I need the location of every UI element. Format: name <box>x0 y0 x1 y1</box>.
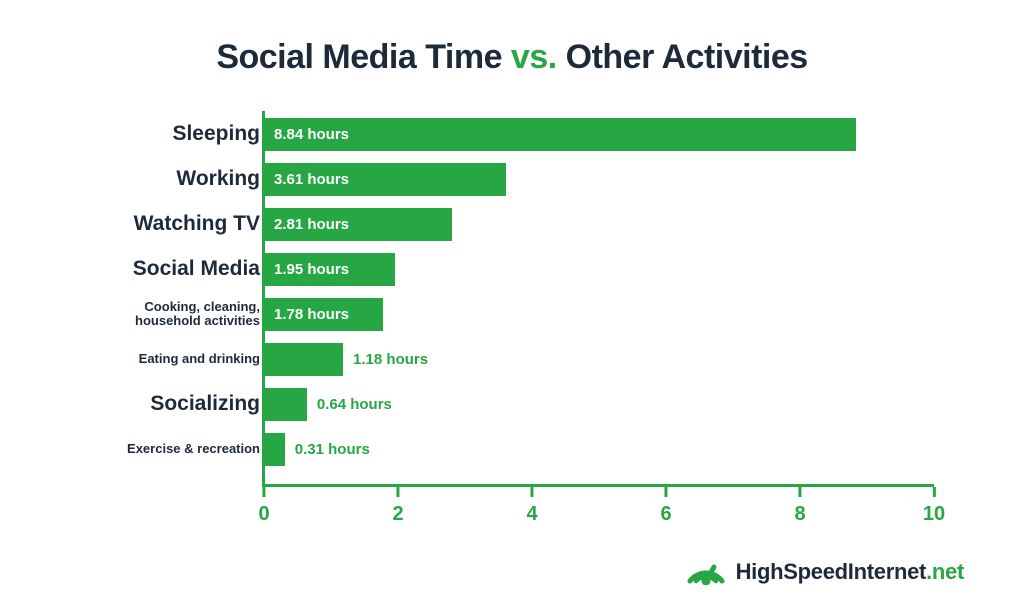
title-vs: vs. <box>511 38 557 76</box>
bar-row: 8.84 hours <box>264 113 934 155</box>
footer-brand-suffix: .net <box>926 559 964 584</box>
bar-row: 1.78 hours <box>264 293 934 335</box>
title-pre: Social Media Time <box>216 38 511 76</box>
x-tick: 0 <box>258 487 269 526</box>
x-tick: 6 <box>660 487 671 526</box>
chart-title: Social Media Time vs. Other Activities <box>0 38 1024 77</box>
bar: 3.61 hours <box>264 163 506 196</box>
tick-mark <box>397 487 400 497</box>
bar-row: 0.31 hours <box>264 428 934 470</box>
category-label: Socializing <box>60 383 260 425</box>
bar-value-label: 0.64 hours <box>307 396 392 413</box>
footer-brand-main: HighSpeedInternet <box>736 559 926 584</box>
x-tick: 4 <box>526 487 537 526</box>
bar <box>264 433 285 466</box>
bar: 1.78 hours <box>264 298 383 331</box>
category-label: Cooking, cleaning,household activities <box>60 293 260 335</box>
title-post: Other Activities <box>557 38 808 76</box>
x-tick-label: 0 <box>258 503 269 526</box>
x-tick-label: 6 <box>660 503 671 526</box>
tick-mark <box>799 487 802 497</box>
x-tick: 10 <box>923 487 945 526</box>
bar: 2.81 hours <box>264 208 452 241</box>
x-tick-label: 4 <box>526 503 537 526</box>
speedometer-icon <box>686 553 726 590</box>
x-tick-label: 2 <box>392 503 403 526</box>
bar: 1.95 hours <box>264 253 395 286</box>
category-label: Social Media <box>60 248 260 290</box>
bars: 8.84 hours 3.61 hours 2.81 hours 1.95 hours… <box>264 113 934 487</box>
x-tick: 8 <box>794 487 805 526</box>
bar-value-label: 8.84 hours <box>264 126 349 143</box>
tick-mark <box>263 487 266 497</box>
bar-value-label: 3.61 hours <box>264 171 349 188</box>
bar-value-label: 0.31 hours <box>285 441 370 458</box>
bar-row: 1.18 hours <box>264 338 934 380</box>
footer-attribution: HighSpeedInternet.net <box>686 553 964 590</box>
bar-row: 1.95 hours <box>264 248 934 290</box>
footer-brand: HighSpeedInternet.net <box>736 559 964 585</box>
tick-mark <box>531 487 534 497</box>
bar-value-label: 1.18 hours <box>343 351 428 368</box>
bar <box>264 343 343 376</box>
bar-row: 0.64 hours <box>264 383 934 425</box>
tick-mark <box>933 487 936 497</box>
chart-area: SleepingWorkingWatching TVSocial MediaCo… <box>60 111 964 531</box>
bar-value-label: 2.81 hours <box>264 216 349 233</box>
x-ticks: 0246810 <box>264 487 934 531</box>
category-label: Working <box>60 158 260 200</box>
category-label: Sleeping <box>60 113 260 155</box>
infographic-container: Social Media Time vs. Other Activities S… <box>0 0 1024 614</box>
x-tick-label: 10 <box>923 503 945 526</box>
bar-row: 3.61 hours <box>264 158 934 200</box>
category-label: Watching TV <box>60 203 260 245</box>
bar-row: 2.81 hours <box>264 203 934 245</box>
category-label: Eating and drinking <box>60 338 260 380</box>
bar-value-label: 1.78 hours <box>264 306 349 323</box>
x-tick-label: 8 <box>794 503 805 526</box>
x-tick: 2 <box>392 487 403 526</box>
bar-value-label: 1.95 hours <box>264 261 349 278</box>
category-label: Exercise & recreation <box>60 428 260 470</box>
bar <box>264 388 307 421</box>
bar: 8.84 hours <box>264 118 856 151</box>
tick-mark <box>665 487 668 497</box>
